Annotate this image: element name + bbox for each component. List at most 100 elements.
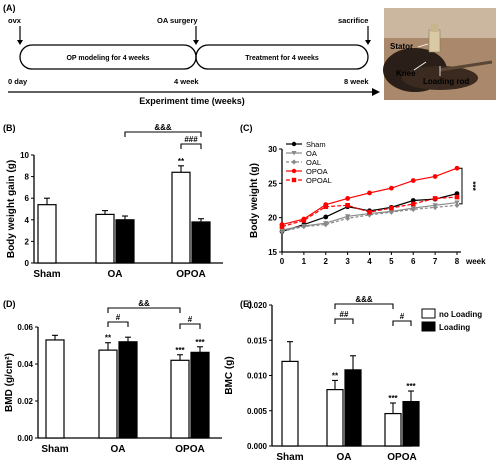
x-tick-label: 8 (455, 257, 460, 266)
data-point (323, 204, 329, 209)
x-tick-label: 7 (433, 257, 438, 266)
bar-sham-no-loading (281, 360, 299, 447)
y-axis-label: Body weight (g) (249, 163, 260, 238)
category-label: OA (111, 444, 126, 455)
data-point (432, 204, 438, 211)
significance-bracket (334, 318, 354, 324)
bracket-label: # (188, 315, 193, 324)
bar-opoa-loading (402, 400, 420, 447)
y-tick-label: 15 (268, 248, 277, 257)
bar-opoa-no-loading (171, 171, 191, 264)
legend-label: OA (306, 149, 317, 158)
x-tick-label: 4 (367, 257, 372, 266)
x-tick-label: 2 (324, 257, 329, 266)
event-oa-surgery-label: OA surgery (157, 16, 198, 25)
legend-marker (291, 168, 297, 174)
category-label: OA (108, 269, 123, 280)
significance-bracket (179, 323, 201, 329)
time-8-week: 8 week (344, 77, 369, 86)
x-axis-label: week (465, 257, 486, 266)
category-label: Sham (41, 444, 68, 455)
data-point (323, 214, 329, 220)
photo-label-knee: Knee (396, 69, 416, 78)
bracket-label: ### (184, 135, 198, 144)
data-point (301, 223, 307, 230)
time-4-week: 4 week (174, 77, 199, 86)
data-point (389, 205, 394, 211)
bar-opoa-no-loading (384, 412, 402, 447)
legend-label: Sham (306, 140, 326, 149)
category-label: Sham (33, 269, 60, 280)
y-tick-label: 4 (25, 216, 30, 225)
bracket-label: # (116, 313, 121, 322)
data-point (367, 209, 372, 215)
y-tick-label: 0.015 (247, 336, 268, 345)
bar-opoa-loading (191, 221, 211, 264)
bar-oa-no-loading (326, 389, 344, 447)
category-label: OA (337, 452, 352, 463)
bar-oa-no-loading (95, 213, 115, 264)
legend-swatch-no-loading (421, 308, 436, 319)
data-point (301, 218, 307, 223)
significance-mark: ** (332, 371, 339, 380)
event-oa-surgery: OA surgery (157, 16, 199, 45)
y-tick-label: 2 (25, 237, 30, 246)
photo-label-stator: Stator (390, 42, 413, 51)
data-point (279, 228, 285, 235)
x-tick-label: 3 (345, 257, 350, 266)
legend-label: OAL (306, 158, 321, 167)
event-ovx-label: ovx (8, 16, 22, 25)
bar-opoa-no-loading (170, 359, 190, 439)
data-point (410, 206, 416, 213)
bar-oa-loading (344, 369, 362, 447)
event-ovx: ovx (8, 16, 23, 45)
significance-mark: *** (175, 346, 185, 355)
phase-treatment (195, 44, 369, 70)
significance-mark: *** (406, 382, 416, 391)
photo-label-loading-rod: Loading rod (423, 77, 469, 86)
data-point (367, 190, 372, 196)
legend-label: Loading (439, 323, 470, 332)
data-point (432, 174, 438, 179)
phase-op-modeling-label: OP modeling for 4 weeks (66, 55, 149, 62)
x-tick-label: 0 (280, 257, 285, 266)
significance-bracket (180, 143, 202, 149)
legend-marker (291, 177, 297, 183)
y-tick-label: 0.04 (17, 360, 33, 369)
bracket-label: &&& (154, 123, 172, 132)
data-point (410, 201, 416, 207)
bracket-label: &&& (355, 295, 373, 304)
data-point (388, 209, 394, 215)
y-tick-label: 0.02 (17, 397, 33, 406)
time-axis-arrowhead (372, 88, 380, 96)
panel-label: (C) (240, 123, 253, 133)
y-tick-label: 25 (268, 179, 277, 188)
bar-opoa-loading (190, 351, 210, 439)
x-tick-label: 5 (389, 257, 394, 266)
significance-bracket (459, 167, 463, 205)
y-tick-label: 0.020 (247, 301, 268, 310)
significance-bracket (392, 320, 412, 326)
y-tick-label: 10 (20, 151, 29, 160)
legend-marker (291, 159, 297, 165)
significance-mark: *** (195, 338, 205, 347)
data-point (388, 185, 394, 191)
legend-swatch-loading (421, 321, 436, 332)
data-point (454, 165, 460, 171)
event-sacrifice: sacrifice (338, 16, 371, 45)
bracket-label: && (138, 299, 150, 308)
y-axis-label: Body weight gain (g) (6, 160, 17, 258)
legend-label: OPOA (306, 167, 328, 176)
y-tick-label: 8 (25, 173, 30, 182)
data-point (323, 221, 329, 228)
data-point (345, 215, 351, 222)
significance-bracket (107, 321, 129, 327)
y-axis-label: BMD (g/cm²) (4, 353, 15, 412)
category-label: OPOA (175, 444, 204, 455)
bracket-label: ## (340, 310, 349, 319)
chart-body-weight: (C) 15 20 25 30 0 1 2 3 4 5 6 7 8 week Body weight (g) S… (240, 123, 486, 266)
data-point (345, 203, 350, 208)
